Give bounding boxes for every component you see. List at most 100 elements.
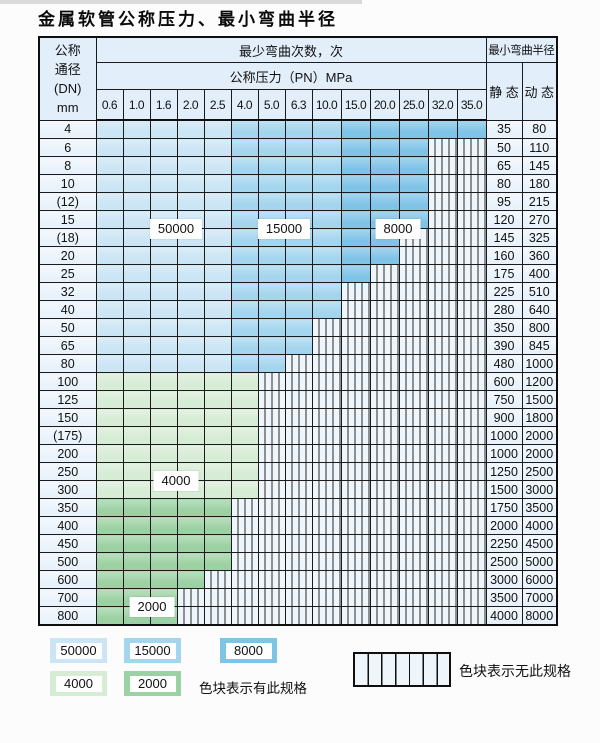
pn-cell xyxy=(340,588,371,607)
pn-cell xyxy=(427,552,458,571)
pn-cell xyxy=(340,498,371,517)
pn-cell xyxy=(427,210,458,229)
table-row: 700 3500 7000 xyxy=(38,588,558,607)
legend-swatch-label: 8000 xyxy=(225,642,272,659)
pn-cell xyxy=(122,552,151,571)
pressure-column-header: 25.0 xyxy=(398,89,429,121)
pn-cell xyxy=(149,372,178,391)
table-row: 450 2250 4500 xyxy=(38,534,558,553)
pn-cell xyxy=(230,174,259,193)
pn-cell xyxy=(456,354,487,373)
static-value-cell: 225 xyxy=(485,282,523,301)
pn-cell xyxy=(95,516,124,535)
pn-cell xyxy=(311,336,342,355)
pn-cell xyxy=(149,408,178,427)
dynamic-value-cell: 6000 xyxy=(521,570,558,589)
pn-cell xyxy=(369,354,400,373)
static-value-cell: 65 xyxy=(485,156,523,175)
pn-cell xyxy=(257,246,286,265)
pn-cell xyxy=(456,444,487,463)
pn-cell xyxy=(203,534,232,553)
table-row: 20 160 360 xyxy=(38,246,558,265)
static-value-cell: 2000 xyxy=(485,516,523,535)
pn-cell xyxy=(149,498,178,517)
pn-cell xyxy=(427,534,458,553)
static-value-cell: 900 xyxy=(485,408,523,427)
pn-cell xyxy=(456,119,487,139)
static-value-cell: 3000 xyxy=(485,570,523,589)
pn-cell xyxy=(340,138,371,157)
pn-cell xyxy=(340,480,371,499)
pn-cell xyxy=(122,156,151,175)
pressure-column-header: 4.0 xyxy=(230,89,259,121)
dn-cell: 450 xyxy=(38,534,97,553)
pn-cell xyxy=(340,318,371,337)
pn-cell xyxy=(398,426,429,445)
pn-cell xyxy=(340,174,371,193)
pn-cell xyxy=(230,119,259,139)
pn-cell xyxy=(369,552,400,571)
dynamic-value-cell: 5000 xyxy=(521,552,558,571)
pn-cell xyxy=(427,570,458,589)
pn-cell xyxy=(369,138,400,157)
pn-cell xyxy=(176,588,205,607)
pn-cell xyxy=(95,354,124,373)
pn-cell xyxy=(311,300,342,319)
pn-cell xyxy=(122,246,151,265)
legend-swatch-label: 15000 xyxy=(129,642,176,659)
pn-cell xyxy=(149,138,178,157)
dynamic-value-cell: 4500 xyxy=(521,534,558,553)
pn-cell xyxy=(427,192,458,211)
pn-cell xyxy=(257,570,286,589)
table-row: 10 80 180 xyxy=(38,174,558,193)
pn-cell xyxy=(398,246,429,265)
pn-cell xyxy=(257,480,286,499)
pn-cell xyxy=(340,354,371,373)
pressure-column-header: 0.6 xyxy=(95,89,124,121)
pn-cell xyxy=(284,534,313,553)
pn-cell xyxy=(456,264,487,283)
dynamic-value-cell: 2000 xyxy=(521,426,558,445)
dn-cell: 400 xyxy=(38,516,97,535)
pn-cell xyxy=(369,588,400,607)
pressure-column-header: 2.5 xyxy=(203,89,232,121)
dn-cell: 500 xyxy=(38,552,97,571)
pn-cell xyxy=(257,336,286,355)
pn-cell xyxy=(203,570,232,589)
pn-cell xyxy=(456,228,487,247)
dn-cell: 20 xyxy=(38,246,97,265)
pn-cell xyxy=(311,156,342,175)
pn-cell xyxy=(340,192,371,211)
pn-cell xyxy=(203,462,232,481)
pressure-column-header: 32.0 xyxy=(427,89,458,121)
pn-cell xyxy=(398,444,429,463)
pn-cell xyxy=(257,444,286,463)
dn-column-header: 公称 通径 (DN) mm xyxy=(38,36,97,121)
region-label-8000: 8000 xyxy=(375,219,421,239)
pn-cell xyxy=(203,606,232,626)
table-row: 200 1000 2000 xyxy=(38,444,558,463)
pn-cell xyxy=(456,390,487,409)
pn-cell xyxy=(456,552,487,571)
pn-cell xyxy=(369,534,400,553)
pn-cell xyxy=(203,318,232,337)
pn-cell xyxy=(149,318,178,337)
dynamic-value-cell: 110 xyxy=(521,138,558,157)
static-value-cell: 390 xyxy=(485,336,523,355)
pn-cell xyxy=(398,588,429,607)
pn-cell xyxy=(369,480,400,499)
region-label-4000: 4000 xyxy=(153,471,199,491)
pn-cell xyxy=(340,156,371,175)
pn-cell xyxy=(311,354,342,373)
bend-cycles-header: 最少弯曲次数，次 xyxy=(95,36,487,63)
dn-cell: 4 xyxy=(38,119,97,139)
pn-cell xyxy=(369,570,400,589)
pn-cell xyxy=(284,462,313,481)
pn-cell xyxy=(176,192,205,211)
pn-cell xyxy=(176,138,205,157)
pn-cell xyxy=(257,300,286,319)
legend-swatch-label: 2000 xyxy=(129,675,176,692)
static-value-cell: 3500 xyxy=(485,588,523,607)
pn-cell xyxy=(284,480,313,499)
region-label-15000: 15000 xyxy=(257,219,311,239)
